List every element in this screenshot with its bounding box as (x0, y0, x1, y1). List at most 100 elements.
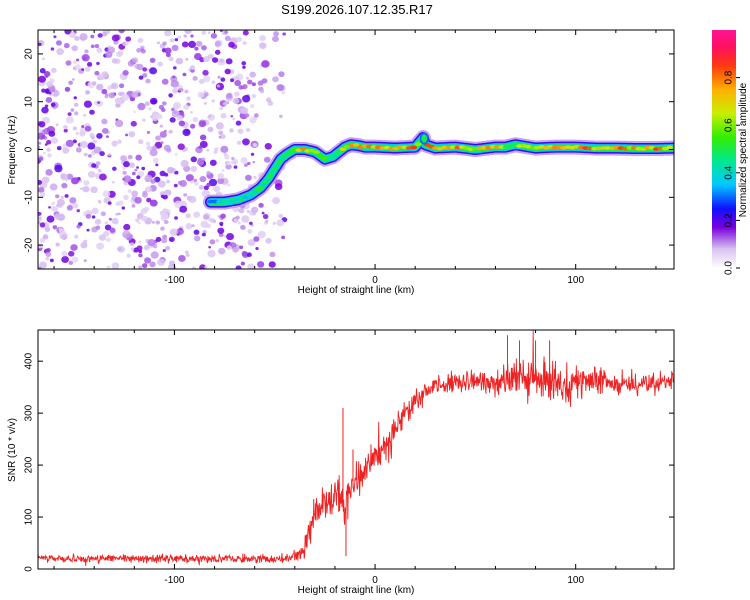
noise-speckle (173, 183, 178, 188)
noise-speckle (38, 156, 44, 161)
noise-speckle (50, 102, 56, 107)
noise-speckle (137, 37, 144, 43)
noise-speckle (183, 34, 187, 38)
noise-speckle (38, 211, 42, 216)
noise-speckle (83, 259, 87, 263)
noise-speckle (170, 80, 179, 88)
noise-speckle (111, 58, 118, 64)
colorbar-label: Normalized spectral amplitude (738, 82, 749, 217)
noise-speckle (209, 217, 215, 223)
noise-speckle (165, 245, 171, 251)
noise-speckle (66, 205, 73, 211)
noise-speckle (206, 182, 212, 187)
noise-speckle (229, 78, 235, 83)
noise-speckle (256, 261, 265, 268)
noise-speckle (38, 186, 45, 193)
noise-speckle (61, 250, 68, 257)
noise-speckle (149, 261, 156, 268)
noise-speckle (217, 177, 225, 185)
noise-speckle (146, 197, 152, 203)
ridge-point (246, 194, 254, 198)
noise-speckle (146, 68, 150, 72)
noise-speckle (232, 117, 236, 121)
noise-speckle (56, 198, 65, 207)
noise-speckle (45, 256, 50, 261)
noise-speckle (252, 143, 258, 148)
noise-speckle (215, 122, 224, 130)
noise-speckle (111, 180, 115, 184)
noise-speckle (175, 57, 184, 65)
noise-speckle (159, 170, 166, 177)
snr-ytick-label: 0 (24, 566, 35, 572)
noise-speckle (38, 42, 42, 47)
noise-speckle (261, 211, 265, 215)
noise-speckle (46, 139, 52, 145)
noise-speckle (207, 113, 216, 121)
noise-speckle (216, 84, 221, 88)
noise-speckle (168, 129, 173, 134)
noise-speckle (240, 224, 246, 230)
noise-speckle (63, 42, 70, 49)
noise-speckle (183, 193, 188, 197)
spectrogram-ytick-label: -10 (24, 190, 35, 205)
noise-speckle (193, 211, 201, 218)
noise-speckle (41, 88, 46, 93)
noise-speckle (208, 246, 212, 249)
noise-speckle (184, 30, 192, 34)
noise-speckle (169, 117, 176, 123)
noise-speckle (276, 84, 285, 92)
noise-speckle (272, 221, 277, 225)
noise-speckle (155, 135, 161, 141)
noise-speckle (225, 163, 232, 170)
noise-speckle (157, 61, 164, 67)
noise-speckle (272, 76, 279, 83)
noise-speckle (97, 168, 102, 173)
noise-speckle (120, 155, 128, 162)
noise-speckle (189, 65, 196, 71)
noise-speckle (62, 147, 70, 154)
noise-speckle (160, 212, 169, 220)
ridge-point (410, 145, 417, 150)
noise-speckle (149, 57, 156, 63)
noise-speckle (125, 36, 132, 42)
ridge-point (251, 190, 259, 195)
spectrogram-ytick-label: 10 (24, 96, 35, 108)
noise-speckle (185, 250, 189, 254)
noise-speckle (92, 139, 98, 144)
noise-speckle (268, 261, 276, 268)
noise-speckle (203, 56, 210, 63)
noise-speckle (176, 228, 184, 235)
noise-speckle (196, 40, 203, 47)
noise-speckle (267, 97, 271, 101)
noise-speckle (272, 197, 281, 205)
noise-speckle (247, 239, 256, 247)
noise-speckle (198, 78, 205, 85)
noise-speckle (211, 57, 219, 63)
noise-speckle (129, 242, 135, 247)
noise-speckle (241, 250, 248, 257)
noise-speckle (173, 66, 177, 70)
noise-speckle (282, 32, 286, 36)
ridge-point (273, 164, 281, 169)
noise-speckle (144, 186, 152, 193)
noise-speckle (65, 139, 74, 148)
noise-speckle (237, 128, 244, 135)
noise-speckle (190, 165, 197, 172)
noise-speckle (117, 139, 122, 144)
noise-speckle (192, 117, 199, 123)
noise-speckle (245, 174, 252, 181)
noise-speckle (108, 92, 116, 99)
noise-speckle (144, 257, 152, 264)
noise-speckle (111, 141, 118, 147)
noise-speckle (213, 150, 218, 154)
noise-speckle (47, 153, 52, 158)
noise-speckle (56, 48, 64, 56)
noise-speckle (106, 265, 111, 269)
noise-speckle (138, 240, 142, 244)
noise-speckle (38, 132, 46, 140)
noise-speckle (76, 224, 81, 229)
noise-speckle (162, 101, 167, 106)
noise-speckle (46, 147, 51, 152)
noise-speckle (83, 113, 87, 117)
noise-speckle (157, 180, 166, 188)
